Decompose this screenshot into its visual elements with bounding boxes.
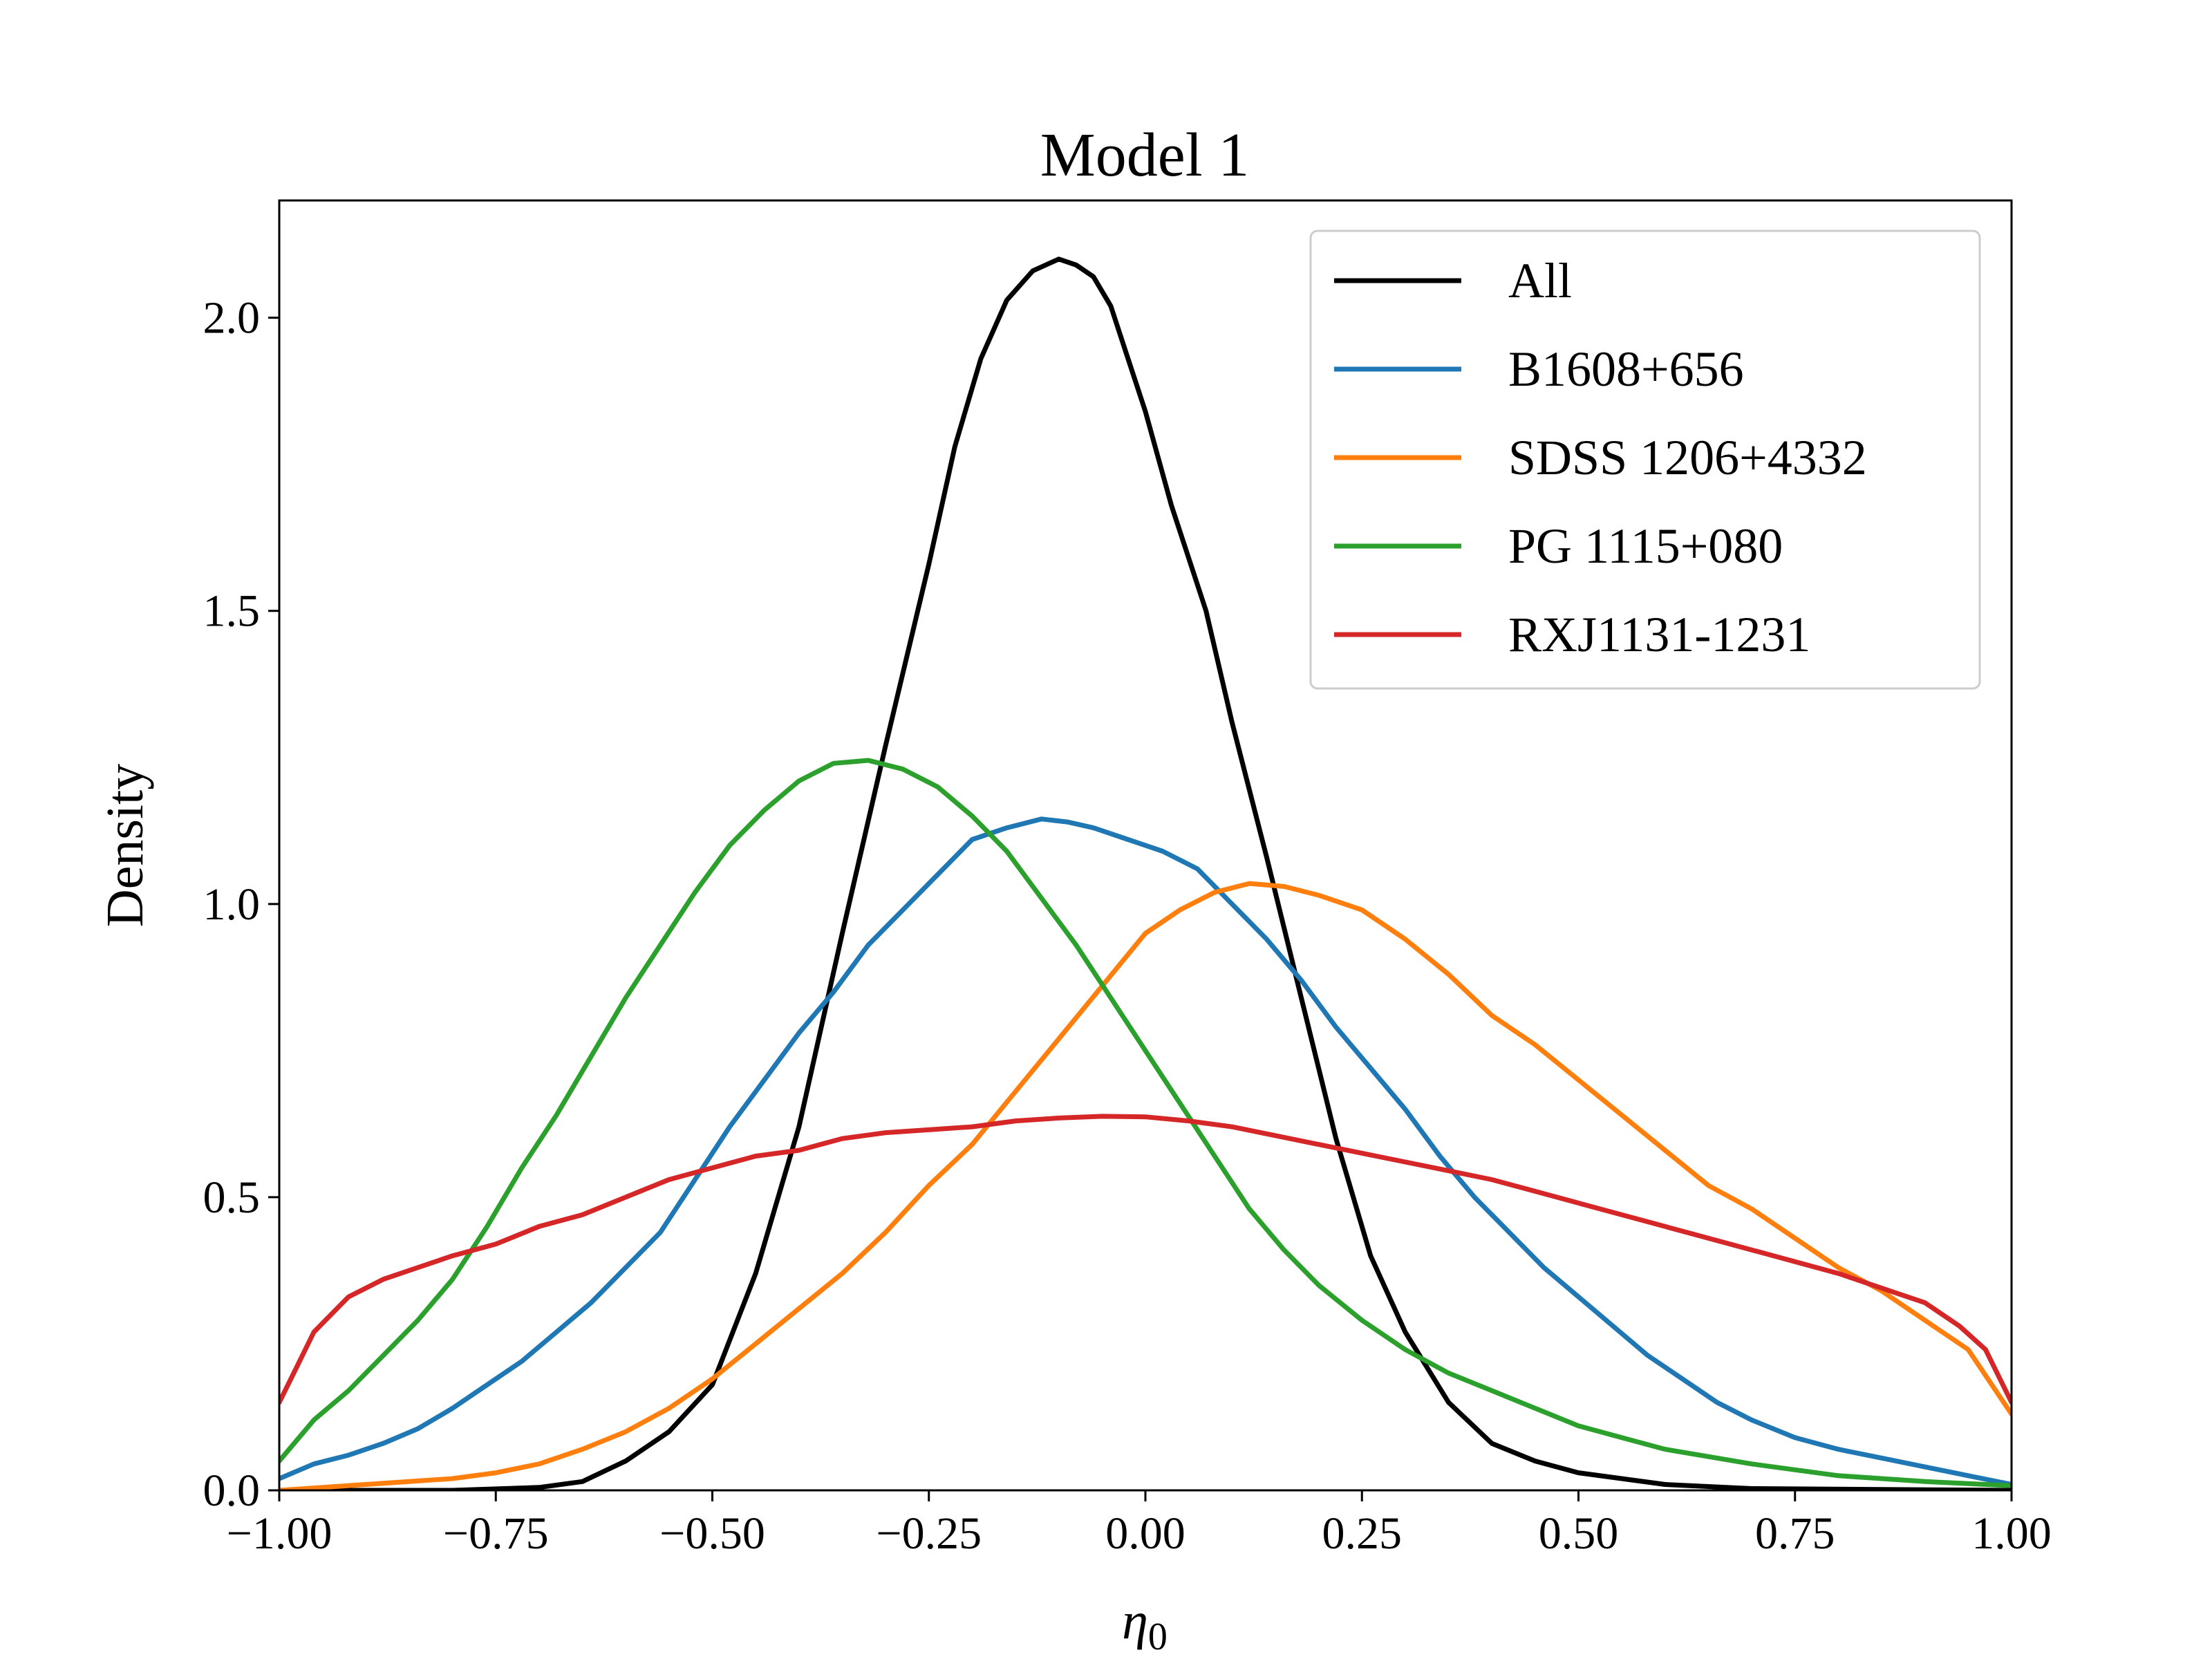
x-tick-label: −0.25 bbox=[876, 1508, 982, 1559]
x-axis-label-subscript: 0 bbox=[1148, 1615, 1168, 1658]
x-tick-label: 0.25 bbox=[1322, 1508, 1403, 1559]
x-tick-label: 0.50 bbox=[1539, 1508, 1619, 1559]
x-axis: −1.00 −0.75 −0.50 −0.25 0.00 0.25 0.50 0.75 1.00 bbox=[227, 1490, 2052, 1559]
legend-label-rxj1131-1231: RXJ1131-1231 bbox=[1508, 607, 1810, 662]
x-tick-label: 0.00 bbox=[1105, 1508, 1185, 1559]
series-layer bbox=[279, 256, 2012, 1490]
y-tick-label: 1.5 bbox=[203, 586, 261, 637]
x-tick-label: −0.50 bbox=[659, 1508, 765, 1559]
legend-box bbox=[1309, 229, 1981, 690]
legend-label-pg-1115-080: PG 1115+080 bbox=[1508, 518, 1783, 574]
x-axis-label: η0 bbox=[1122, 1592, 1168, 1658]
series-line-all bbox=[279, 256, 2012, 1490]
x-tick-label: −1.00 bbox=[227, 1508, 332, 1559]
legend-label-b1608-656: B1608+656 bbox=[1508, 341, 1744, 397]
legend-entries: All B1608+656 SDSS 1206+4332 PG 1115+080 RXJ… bbox=[1334, 253, 1867, 662]
series-line-rxj1131-1231 bbox=[279, 1114, 2012, 1405]
legend-label-sdss-1206-4332: SDSS 1206+4332 bbox=[1508, 430, 1867, 485]
series-line-sdss-1206-4332 bbox=[279, 881, 2012, 1490]
legend: All B1608+656 SDSS 1206+4332 PG 1115+080 RXJ… bbox=[1309, 229, 1981, 690]
x-tick-label: −0.75 bbox=[443, 1508, 549, 1559]
series-line-pg-1115-080 bbox=[279, 758, 2012, 1488]
x-tick-label: 1.00 bbox=[1971, 1508, 2052, 1559]
y-axis: 0.0 0.5 1.0 1.5 2.0 bbox=[203, 293, 279, 1516]
x-axis-label-symbol: η bbox=[1122, 1592, 1148, 1650]
y-tick-label: 2.0 bbox=[203, 293, 261, 344]
x-tick-label: 0.75 bbox=[1755, 1508, 1835, 1559]
chart-title: Model 1 bbox=[1040, 121, 1249, 189]
y-tick-label: 0.5 bbox=[203, 1172, 261, 1223]
y-tick-label: 1.0 bbox=[203, 879, 261, 930]
series-line-b1608-656 bbox=[279, 816, 2012, 1487]
legend-label-all: All bbox=[1508, 253, 1572, 308]
y-axis-label: Density bbox=[96, 764, 154, 927]
y-tick-label: 0.0 bbox=[203, 1465, 261, 1516]
